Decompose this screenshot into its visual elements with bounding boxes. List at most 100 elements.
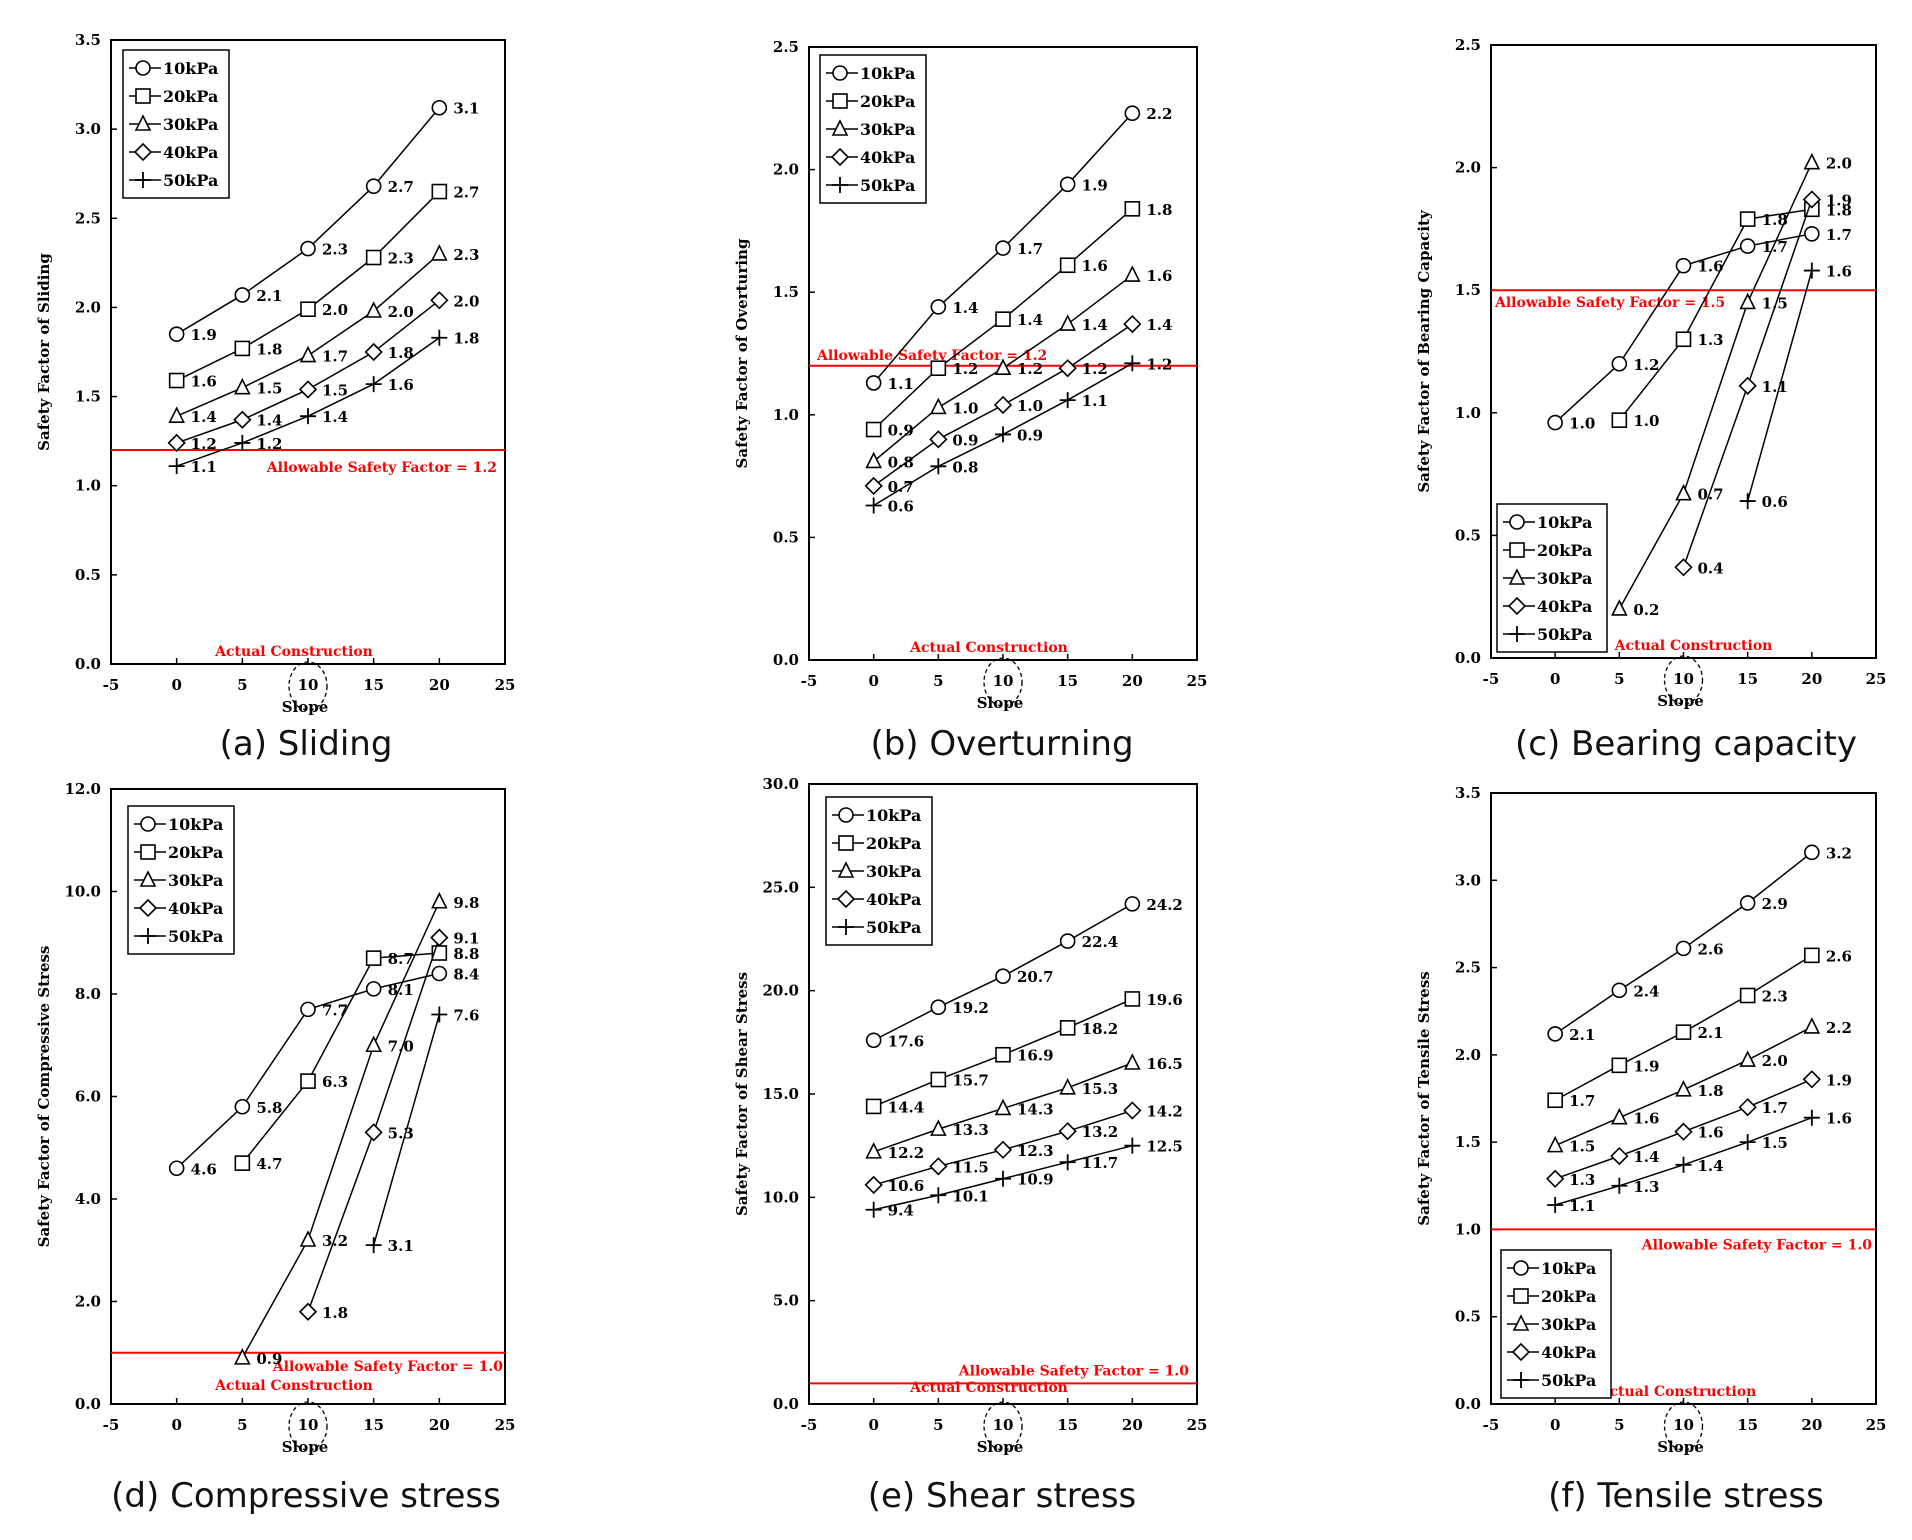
y-axis-label: Safety Factor of Bearing Capacity [1415, 209, 1433, 493]
x-tick-label: 20 [1801, 670, 1822, 688]
data-point-40kPa [1674, 558, 1693, 577]
legend-label: 20kPa [163, 87, 218, 106]
data-point-10kPa [168, 1160, 185, 1177]
x-tick-label: 10 [298, 676, 319, 694]
data-label-30kPa: 1.0 [952, 399, 978, 417]
data-point-50kPa [1803, 1109, 1820, 1126]
legend-marker-40kPa [1511, 1342, 1531, 1362]
data-point-10kPa [865, 1032, 882, 1049]
x-tick-label: 25 [1866, 670, 1887, 688]
data-label-30kPa: 9.8 [453, 894, 479, 912]
data-point-10kPa [1611, 982, 1628, 999]
x-tick-label: 5 [1614, 1416, 1624, 1434]
legend-label: 20kPa [1537, 541, 1592, 560]
y-tick-label: 1.5 [1455, 281, 1481, 299]
data-point-20kPa [365, 249, 382, 266]
caption-tensile-stress: (f) Tensile stress [1548, 1476, 1824, 1516]
data-point-20kPa [234, 1155, 251, 1171]
data-label-10kPa: 2.3 [322, 241, 348, 259]
legend-marker-50kPa [140, 928, 156, 944]
y-tick-label: 30.0 [762, 775, 799, 793]
data-label-30kPa: 0.9 [256, 1350, 282, 1368]
data-point-20kPa [1124, 991, 1141, 1007]
data-label-30kPa: 1.5 [1569, 1138, 1595, 1156]
data-point-40kPa [364, 1123, 383, 1142]
data-point-10kPa [234, 1098, 251, 1115]
legend-label: 10kPa [1537, 513, 1592, 532]
data-point-40kPa [864, 476, 883, 496]
x-axis-label: Slope [1657, 1438, 1704, 1456]
data-point-40kPa [1674, 1122, 1693, 1141]
x-tick-label: 25 [495, 1416, 516, 1434]
chart-svg: 0.0 0.5 1.0 1.5 2.0 2.5 3.0 3.5 -5 0 5 10 15 20 25 Slop… [1415, 784, 1886, 1456]
data-label-30kPa: 1.8 [1698, 1082, 1724, 1100]
x-tick-label: 25 [1187, 1416, 1208, 1434]
data-label-10kPa: 1.9 [1082, 176, 1108, 194]
data-label-40kPa: 1.4 [1633, 1148, 1659, 1166]
data-label-50kPa: 11.7 [1082, 1154, 1119, 1172]
legend-label: 30kPa [163, 115, 218, 134]
data-label-20kPa: 2.0 [322, 301, 348, 319]
data-point-50kPa [1059, 392, 1076, 409]
data-point-50kPa [234, 434, 251, 451]
data-label-40kPa: 1.2 [1082, 360, 1108, 378]
caption-shear-stress: (e) Shear stress [867, 1476, 1137, 1516]
data-point-20kPa [995, 1046, 1011, 1063]
threshold-label: Allowable Safety Factor = 1.2 [816, 348, 1047, 364]
legend-marker-50kPa [1513, 1372, 1529, 1388]
data-point-30kPa [431, 891, 448, 909]
data-point-30kPa [1059, 314, 1076, 331]
x-axis-label: Slope [282, 698, 329, 716]
legend-marker-10kPa [838, 807, 854, 823]
data-label-30kPa: 2.0 [1762, 1052, 1788, 1070]
x-tick-label: 20 [429, 676, 450, 694]
data-label-50kPa: 7.6 [453, 1007, 479, 1025]
data-point-50kPa [1124, 355, 1141, 372]
data-label-50kPa: 1.2 [1146, 355, 1172, 373]
x-tick-label: -5 [801, 1416, 818, 1434]
data-point-50kPa [431, 1006, 448, 1023]
data-point-50kPa [865, 1201, 882, 1218]
data-point-20kPa [930, 1071, 947, 1088]
data-point-10kPa [1804, 844, 1820, 861]
data-label-20kPa: 2.1 [1698, 1024, 1724, 1042]
data-label-30kPa: 0.7 [1698, 486, 1724, 504]
data-label-20kPa: 18.2 [1082, 1020, 1119, 1038]
data-point-40kPa [298, 380, 318, 399]
data-point-20kPa [1611, 1057, 1628, 1074]
data-label-20kPa: 6.3 [322, 1073, 348, 1091]
data-point-30kPa [1124, 265, 1141, 282]
data-label-40kPa: 10.6 [888, 1177, 925, 1195]
data-label-30kPa: 1.5 [256, 380, 282, 398]
data-point-50kPa [300, 408, 316, 425]
legend-marker-20kPa [1509, 542, 1525, 558]
data-point-50kPa [1739, 1134, 1756, 1151]
data-point-20kPa [1739, 211, 1756, 227]
data-label-10kPa: 8.1 [388, 981, 414, 999]
legend-marker-40kPa [836, 889, 856, 909]
data-label-40kPa: 0.7 [888, 478, 914, 496]
y-tick-label: 1.5 [773, 283, 799, 301]
data-label-30kPa: 7.0 [388, 1037, 414, 1055]
legend-marker-40kPa [1507, 596, 1527, 616]
data-label-20kPa: 1.8 [1762, 211, 1788, 229]
data-point-10kPa [1124, 105, 1141, 122]
data-point-40kPa [430, 291, 449, 310]
legend-label: 30kPa [860, 120, 915, 139]
legend-marker-20kPa [832, 93, 848, 109]
data-label-30kPa: 14.3 [1017, 1100, 1054, 1118]
highlight-circle [1663, 655, 1704, 705]
data-point-50kPa [995, 426, 1011, 443]
data-point-40kPa [298, 1302, 318, 1321]
data-point-50kPa [168, 458, 185, 475]
data-point-40kPa [233, 410, 252, 429]
data-point-30kPa [930, 397, 947, 415]
data-label-30kPa: 2.3 [453, 246, 479, 264]
chart-tensile-stress: 0.0 0.5 1.0 1.5 2.0 2.5 3.0 3.5 -5 0 5 10 15 20 25 Slop… [1411, 773, 1896, 1474]
legend: 10kPa 20kPa 30kPa 40kPa 50kPa [1496, 503, 1608, 653]
data-label-10kPa: 4.6 [191, 1160, 217, 1178]
data-point-10kPa [1059, 933, 1076, 949]
data-point-10kPa [1675, 940, 1692, 957]
data-point-50kPa [1739, 493, 1756, 510]
data-label-40kPa: 1.8 [322, 1304, 348, 1322]
